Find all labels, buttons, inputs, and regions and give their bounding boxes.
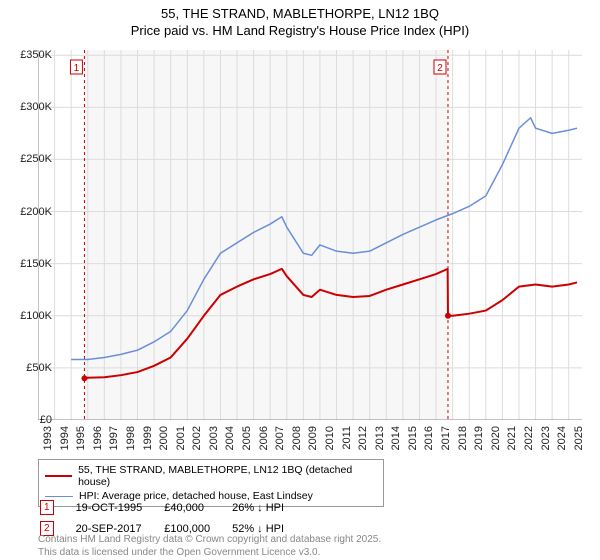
title-line-1: 55, THE STRAND, MABLETHORPE, LN12 1BQ: [161, 6, 439, 21]
x-tick-label: 2000: [158, 426, 170, 450]
footer-line-2: This data is licensed under the Open Gov…: [38, 547, 320, 558]
x-tick-label: 1993: [42, 426, 54, 450]
y-tick-label: £150K: [20, 258, 52, 270]
y-tick-label: £350K: [20, 49, 52, 61]
svg-text:2: 2: [437, 63, 443, 74]
x-tick-label: 2017: [440, 426, 452, 450]
x-tick-label: 1995: [75, 426, 87, 450]
chart-area: 12: [38, 50, 582, 420]
title-line-2: Price paid vs. HM Land Registry's House …: [131, 23, 469, 38]
x-tick-label: 2013: [374, 426, 386, 450]
x-tick-label: 2014: [390, 426, 402, 450]
x-tick-label: 2020: [490, 426, 502, 450]
chart-svg: 12: [38, 50, 582, 420]
x-tick-label: 1997: [108, 426, 120, 450]
marker-badge-1: 1: [40, 500, 54, 515]
marker-delta-1: 26% ↓ HPI: [232, 498, 304, 517]
x-tick-label: 2009: [307, 426, 319, 450]
x-tick-label: 2024: [556, 426, 568, 450]
x-tick-label: 2006: [258, 426, 270, 450]
marker-row-1: 1 19-OCT-1995 £40,000 26% ↓ HPI: [40, 498, 304, 517]
x-tick-label: 1999: [142, 426, 154, 450]
x-tick-label: 2004: [224, 426, 236, 450]
y-tick-label: £0: [40, 414, 52, 426]
y-tick-label: £300K: [20, 101, 52, 113]
x-tick-label: 2003: [208, 426, 220, 450]
x-tick-label: 1998: [125, 426, 137, 450]
marker-price-1: £40,000: [164, 498, 230, 517]
svg-text:1: 1: [74, 63, 80, 74]
legend-label-price: 55, THE STRAND, MABLETHORPE, LN12 1BQ (d…: [78, 464, 377, 488]
y-tick-label: £250K: [20, 153, 52, 165]
chart-title: 55, THE STRAND, MABLETHORPE, LN12 1BQ Pr…: [0, 0, 600, 40]
x-tick-label: 2005: [241, 426, 253, 450]
x-tick-label: 2019: [473, 426, 485, 450]
x-tick-label: 1996: [92, 426, 104, 450]
marker-date-1: 19-OCT-1995: [76, 498, 163, 517]
x-tick-label: 2001: [175, 426, 187, 450]
y-tick-label: £100K: [20, 310, 52, 322]
x-tick-label: 2023: [540, 426, 552, 450]
x-tick-label: 2022: [523, 426, 535, 450]
legend-swatch-price: [45, 475, 72, 477]
footer-line-1: Contains HM Land Registry data © Crown c…: [38, 534, 381, 545]
y-tick-label: £200K: [20, 206, 52, 218]
y-tick-label: £50K: [26, 362, 52, 374]
x-tick-label: 2008: [291, 426, 303, 450]
x-tick-label: 2002: [191, 426, 203, 450]
x-tick-label: 2025: [573, 426, 585, 450]
x-tick-label: 2015: [407, 426, 419, 450]
footer: Contains HM Land Registry data © Crown c…: [38, 534, 381, 559]
x-tick-label: 2016: [423, 426, 435, 450]
x-tick-label: 1994: [59, 426, 71, 450]
x-tick-label: 2011: [341, 426, 353, 450]
x-tick-label: 2012: [357, 426, 369, 450]
x-tick-label: 2021: [506, 426, 518, 450]
legend-row-price: 55, THE STRAND, MABLETHORPE, LN12 1BQ (d…: [45, 463, 377, 489]
x-tick-label: 2007: [274, 426, 286, 450]
x-tick-label: 2010: [324, 426, 336, 450]
x-tick-label: 2018: [457, 426, 469, 450]
